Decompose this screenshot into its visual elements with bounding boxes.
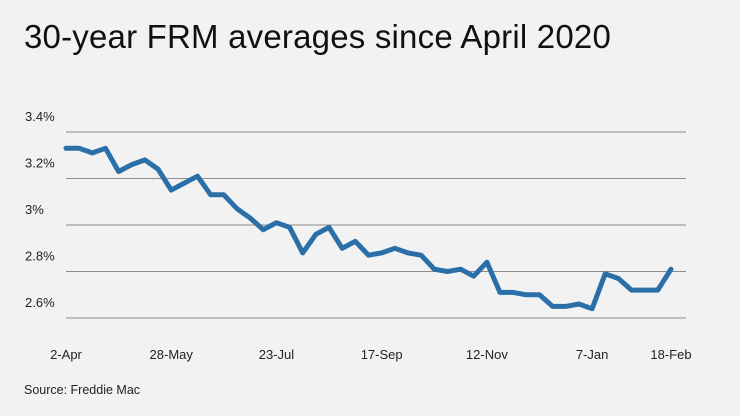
y-tick-label: 3.2% [25,156,55,171]
source-note: Source: Freddie Mac [24,383,141,397]
x-tick-label: 17-Sep [361,347,403,362]
x-tick-label: 18-Feb [650,347,691,362]
x-tick-label: 12-Nov [466,347,508,362]
x-tick-label: 2-Apr [50,347,82,362]
grid-lines [66,131,686,319]
x-tick-label: 23-Jul [259,347,295,362]
chart-title: 30-year FRM averages since April 2020 [24,18,612,55]
x-tick-label: 7-Jan [576,347,609,362]
y-tick-label: 2.6% [25,295,55,310]
x-tick-label: 28-May [150,347,194,362]
y-axis-tick-labels: 2.6% 2.8% 3% 3.2% 3.4% [25,109,55,310]
y-tick-label: 3% [25,202,44,217]
series-layer [63,145,674,312]
y-tick-label: 3.4% [25,109,55,124]
x-axis-tick-labels: 2-Apr 28-May 23-Jul 17-Sep 12-Nov 7-Jan 18-Feb [50,347,692,362]
series-line-frm [63,145,674,312]
y-tick-label: 2.8% [25,249,55,264]
